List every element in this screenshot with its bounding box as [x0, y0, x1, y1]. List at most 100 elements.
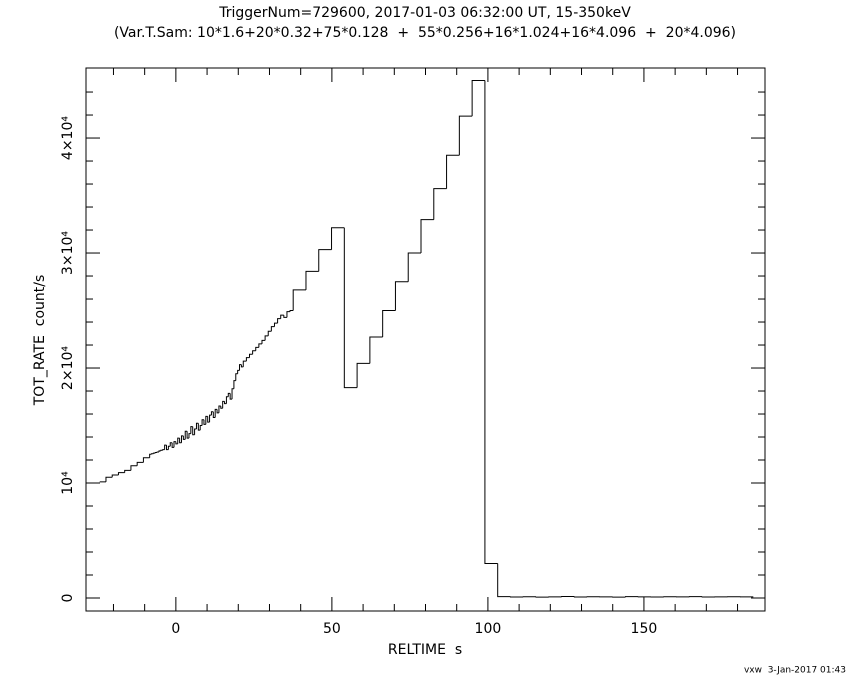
step-bin	[407, 252, 422, 282]
step-bin	[177, 437, 180, 444]
y-axis-label: TOT_RATE count/s	[32, 275, 48, 407]
step-bin	[117, 472, 125, 475]
step-bin	[199, 425, 203, 431]
step-bin	[166, 445, 169, 451]
step-bin	[280, 314, 284, 319]
x-tick-label: 0	[171, 621, 180, 637]
step-bin	[458, 115, 473, 156]
x-axis-label: RELTIME s	[388, 642, 462, 658]
step-bin	[289, 310, 294, 312]
step-bin	[164, 444, 167, 450]
step-bin	[194, 428, 197, 435]
step-bin	[318, 249, 332, 272]
step-bin	[258, 343, 262, 348]
step-bin	[167, 445, 171, 450]
step-bin	[264, 335, 269, 341]
step-bin	[175, 441, 178, 445]
step-bin	[207, 416, 210, 423]
step-bin	[214, 408, 218, 418]
step-bin	[484, 80, 498, 565]
step-bin	[130, 465, 138, 471]
step-bin	[252, 350, 256, 355]
step-bin	[420, 219, 434, 254]
chart-subtitle: (Var.T.Sam: 10*1.6+20*0.32+75*0.128 + 55…	[114, 25, 736, 41]
step-bin	[190, 426, 193, 434]
footer: vxw 3-Jan-2017 01:43	[744, 666, 846, 676]
y-tick-label: 0	[60, 594, 76, 603]
step-bin	[149, 453, 152, 458]
step-bin	[227, 392, 231, 397]
step-bin	[195, 422, 199, 429]
step-bin	[180, 435, 184, 443]
y-tick-label: 4×10⁴	[60, 116, 76, 160]
step-bin	[152, 452, 156, 454]
step-bin	[220, 405, 223, 409]
step-bin	[203, 419, 206, 425]
step-bin	[151, 453, 154, 455]
step-bin	[235, 373, 238, 381]
step-bin	[267, 330, 272, 336]
step-bin	[497, 563, 511, 598]
step-bin	[224, 401, 227, 405]
x-tick-label: 50	[323, 621, 341, 637]
step-bin	[394, 281, 409, 311]
step-bin	[273, 322, 278, 327]
step-bin	[229, 393, 233, 400]
step-bin	[446, 154, 460, 189]
y-tick-label: 2×10⁴	[60, 346, 76, 390]
step-bin	[242, 360, 247, 367]
step-bin	[197, 423, 201, 431]
step-bin	[160, 449, 163, 451]
step-bin	[210, 411, 214, 416]
step-bin	[216, 409, 219, 414]
step-bin	[305, 270, 319, 290]
step-bin	[209, 414, 212, 423]
step-bin	[433, 188, 447, 220]
step-bin	[162, 449, 165, 451]
step-bin	[182, 435, 186, 440]
y-tick-label: 10⁴	[60, 471, 76, 495]
x-tick-label: 100	[475, 621, 502, 637]
step-bin	[237, 369, 240, 374]
step-bin	[261, 339, 266, 344]
step-bin	[283, 315, 287, 318]
step-bin	[171, 442, 174, 448]
step-bin	[343, 227, 358, 389]
step-bin	[239, 364, 242, 371]
step-bin	[105, 476, 113, 482]
step-bin	[186, 431, 189, 439]
step-bin	[233, 380, 236, 389]
step-bin	[124, 469, 131, 473]
step-bin	[154, 452, 158, 454]
step-bin	[222, 400, 225, 409]
step-bin	[277, 318, 281, 324]
step-bin	[231, 388, 234, 400]
step-bin	[158, 450, 161, 452]
step-bin	[136, 461, 144, 466]
step-bin	[382, 310, 396, 337]
step-bin	[471, 80, 485, 117]
x-tick-label: 150	[631, 621, 658, 637]
step-bin	[201, 419, 204, 426]
step-bin	[356, 362, 370, 388]
y-tick-label: 3×10⁴	[60, 231, 76, 275]
step-bin	[188, 433, 191, 439]
step-bin	[111, 474, 119, 478]
step-bin	[245, 357, 250, 362]
step-bin	[142, 457, 150, 463]
step-bin	[270, 326, 275, 332]
step-bin	[225, 396, 229, 404]
step-bin	[179, 438, 182, 444]
step-bin	[369, 336, 383, 364]
step-bin	[192, 426, 195, 436]
plot-frame	[85, 67, 766, 612]
chart-title: TriggerNum=729600, 2017-01-03 06:32:00 U…	[218, 5, 631, 21]
step-bin	[249, 353, 253, 358]
step-bin	[156, 451, 160, 453]
step-bin	[292, 289, 306, 311]
step-bin	[212, 411, 216, 418]
step-bin	[205, 415, 208, 425]
step-bin	[255, 346, 259, 351]
step-bin	[218, 405, 221, 413]
